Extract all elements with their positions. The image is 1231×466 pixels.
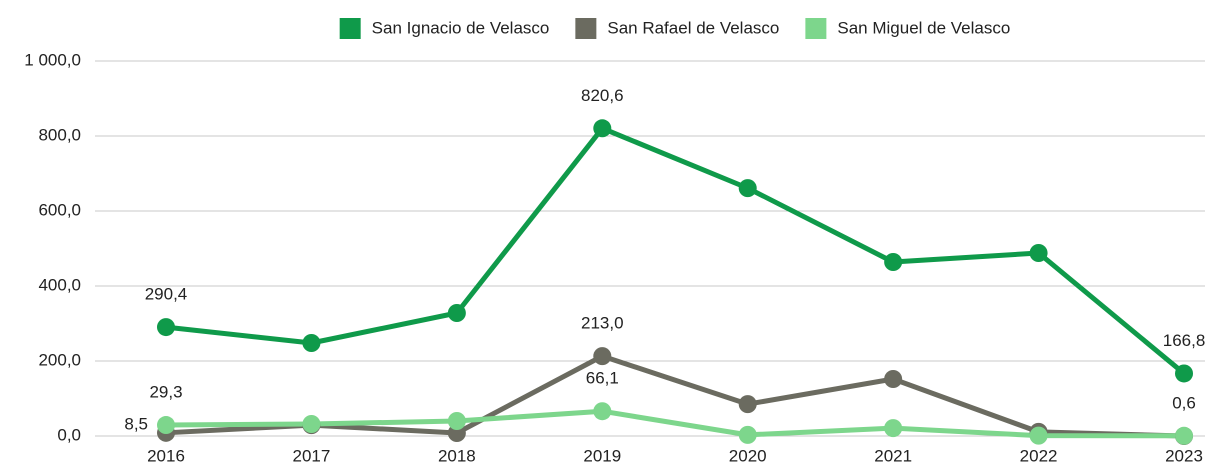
point bbox=[447, 304, 466, 322]
y-tick-label: 200,0 bbox=[38, 350, 81, 369]
point bbox=[884, 253, 903, 271]
data-label: 166,8 bbox=[1163, 331, 1206, 350]
point bbox=[593, 347, 612, 366]
y-tick-label: 600,0 bbox=[38, 200, 81, 219]
x-tick-label: 2022 bbox=[1020, 446, 1058, 465]
x-tick-label: 2017 bbox=[293, 446, 331, 465]
legend-swatch bbox=[805, 18, 827, 39]
data-label: 0,6 bbox=[1172, 393, 1196, 412]
point bbox=[884, 370, 903, 388]
y-tick-label: 0,0 bbox=[57, 425, 81, 444]
x-tick-label: 2023 bbox=[1165, 446, 1203, 465]
legend-swatch bbox=[339, 18, 361, 39]
data-label: 29,3 bbox=[149, 382, 182, 401]
point bbox=[302, 415, 321, 433]
legend-label: San Miguel de Velasco bbox=[837, 18, 1010, 37]
point bbox=[302, 334, 321, 352]
data-label: 820,6 bbox=[581, 86, 624, 105]
point bbox=[738, 179, 757, 198]
x-tick-label: 2021 bbox=[874, 446, 912, 465]
legend-label: San Rafael de Velasco bbox=[607, 18, 779, 37]
point bbox=[1175, 364, 1194, 383]
point bbox=[593, 402, 612, 421]
y-tick-label: 1 000,0 bbox=[24, 50, 81, 69]
point bbox=[1175, 426, 1194, 445]
series-line bbox=[165, 125, 1186, 376]
point bbox=[593, 119, 612, 138]
data-label: 213,0 bbox=[581, 314, 624, 333]
point bbox=[738, 395, 757, 414]
data-label: 8,5 bbox=[124, 414, 148, 433]
x-tick-label: 2019 bbox=[583, 446, 621, 465]
point bbox=[157, 416, 175, 435]
point bbox=[447, 412, 466, 430]
point bbox=[1029, 426, 1048, 445]
point bbox=[1029, 244, 1048, 262]
series-line bbox=[165, 353, 1185, 439]
data-label: 66,1 bbox=[586, 369, 619, 388]
legend-label: San Ignacio de Velasco bbox=[372, 18, 550, 37]
series-line bbox=[165, 408, 1185, 439]
y-tick-label: 400,0 bbox=[38, 275, 81, 294]
legend-swatch bbox=[575, 18, 597, 39]
point bbox=[884, 419, 903, 438]
x-tick-label: 2016 bbox=[147, 446, 185, 465]
x-tick-label: 2020 bbox=[729, 446, 767, 465]
x-tick-label: 2018 bbox=[438, 446, 476, 465]
point bbox=[157, 318, 175, 337]
point bbox=[738, 425, 757, 444]
data-label: 290,4 bbox=[145, 285, 188, 304]
y-tick-label: 800,0 bbox=[38, 125, 81, 144]
